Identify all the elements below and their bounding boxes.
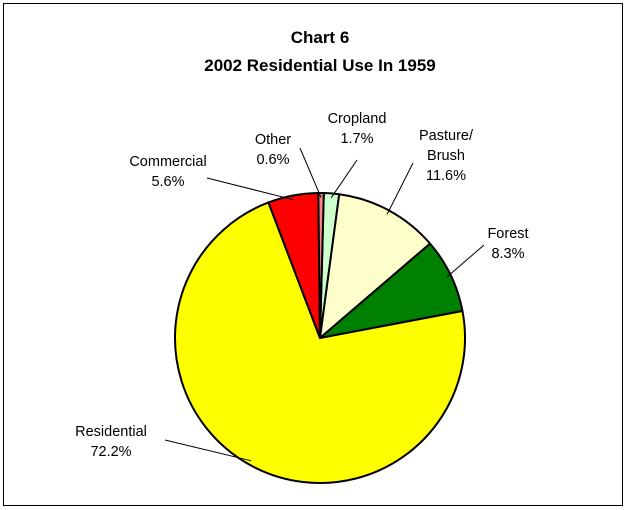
slice-percent-commercial: 5.6% bbox=[151, 174, 184, 190]
leader-line-cropland bbox=[330, 159, 358, 199]
pie-slice-other bbox=[317, 192, 325, 339]
leader-line-commercial bbox=[206, 177, 294, 201]
slice-label-pasture-brush-2: Brush bbox=[427, 148, 465, 164]
leader-line-residential bbox=[164, 439, 252, 462]
chart-subtitle: 2002 Residential Use In 1959 bbox=[204, 56, 436, 75]
slice-percent-other: 0.6% bbox=[256, 152, 289, 168]
slice-label-other: Other bbox=[255, 132, 291, 148]
leader-line-other bbox=[299, 147, 322, 198]
leader-line-forest bbox=[446, 244, 485, 278]
pie-slice-residential bbox=[174, 201, 466, 484]
slice-percent-pasture-brush: 11.6% bbox=[426, 168, 466, 184]
slice-label-residential: Residential bbox=[75, 424, 147, 440]
slice-percent-cropland: 1.7% bbox=[340, 131, 373, 147]
slice-percent-forest: 8.3% bbox=[491, 246, 524, 262]
slice-label-cropland: Cropland bbox=[328, 111, 387, 127]
chart-title: Chart 6 bbox=[291, 28, 350, 47]
slice-label-forest: Forest bbox=[487, 226, 528, 242]
slice-label-pasture-brush-1: Pasture/ bbox=[419, 128, 474, 144]
leader-line-pasture-brush bbox=[386, 162, 414, 215]
slice-percent-residential: 72.2% bbox=[90, 444, 131, 460]
slice-label-commercial: Commercial bbox=[129, 154, 206, 170]
